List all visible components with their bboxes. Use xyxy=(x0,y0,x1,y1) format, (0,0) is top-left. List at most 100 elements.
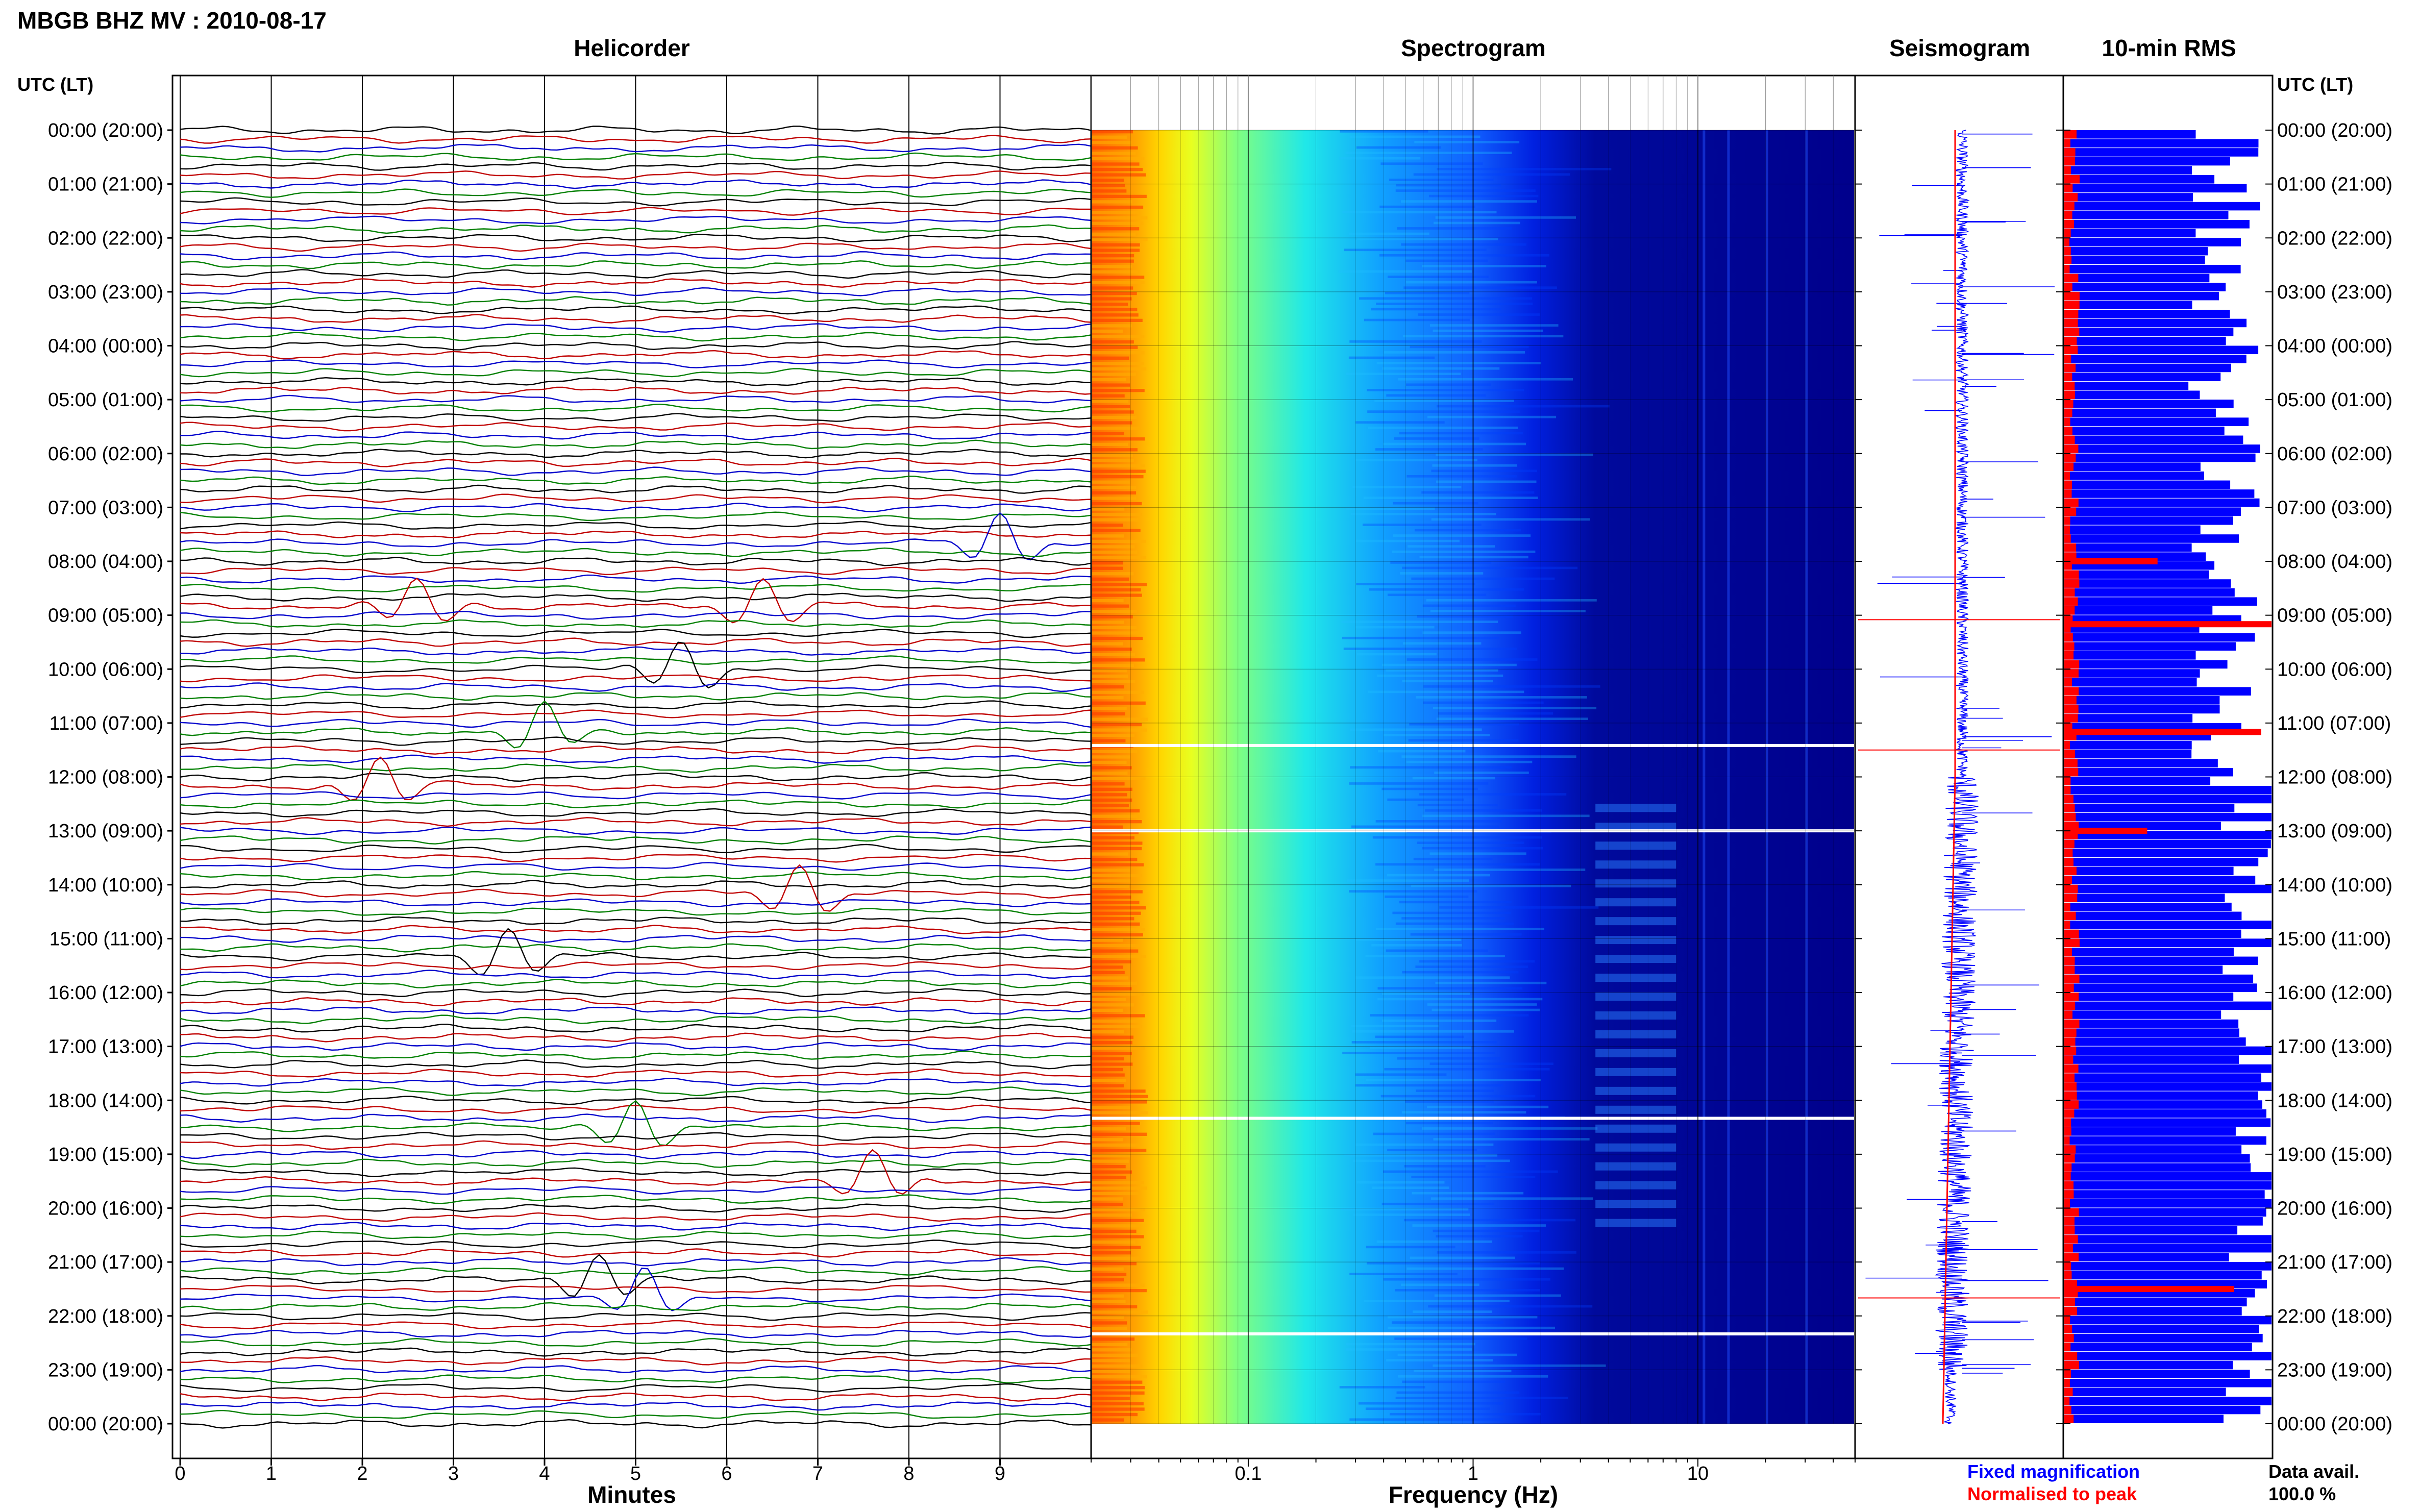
spectrogram-speckle xyxy=(1355,976,1510,979)
rms-bar-fixed xyxy=(2064,1181,2272,1190)
rms-bar-normalised xyxy=(2064,597,2078,606)
spectrogram-streak xyxy=(1092,1288,1147,1293)
rms-bar-fixed xyxy=(2064,902,2232,911)
spectrogram-speckle xyxy=(1405,1122,1493,1125)
spectrogram-streak xyxy=(1092,674,1128,678)
spectrogram-streak xyxy=(1092,286,1133,290)
spectrogram-streak xyxy=(1092,874,1143,877)
rms-bar-normalised xyxy=(2064,256,2072,265)
helicorder-trace xyxy=(180,179,1092,189)
rms-bar-normalised xyxy=(2064,741,2070,750)
rms-bar-fixed xyxy=(2064,1028,2239,1037)
helicorder-trace xyxy=(180,251,1092,261)
frequency-streak xyxy=(1702,130,1706,1424)
time-label-right: 15:00 (11:00) xyxy=(2277,928,2391,950)
spectrogram-streak xyxy=(1092,1375,1147,1379)
utc-right-label: UTC (LT) xyxy=(2277,74,2353,95)
spectrogram-streak xyxy=(1092,329,1123,333)
spectrogram-speckle xyxy=(1383,1170,1558,1173)
spectrogram-streak xyxy=(1092,265,1132,268)
rms-bar-normalised xyxy=(2064,525,2070,534)
spectrogram-speckle xyxy=(1381,1202,1495,1205)
helicorder-trace xyxy=(180,1096,1092,1105)
spectrogram-streak xyxy=(1092,184,1125,187)
spectrogram-speckle xyxy=(1436,1235,1523,1238)
spectrogram-streak xyxy=(1092,141,1132,144)
spectrogram-streak xyxy=(1092,804,1129,807)
rms-bar-fixed xyxy=(2064,444,2260,453)
spectrogram-speckle xyxy=(1422,1127,1598,1130)
rms-bar-normalised xyxy=(2064,1145,2076,1154)
spectrogram-streak xyxy=(1092,1165,1126,1169)
time-label-left: 08:00 (04:00) xyxy=(48,551,163,573)
spectrogram-streak xyxy=(1092,1283,1145,1287)
spectrogram-speckle xyxy=(1402,1380,1505,1383)
helicorder-trace xyxy=(180,1077,1092,1087)
spectrogram-streak xyxy=(1092,631,1142,635)
rms-bar-normalised xyxy=(2064,993,2079,1001)
spectrogram-streak xyxy=(1092,690,1144,694)
spectrogram-speckle xyxy=(1409,723,1519,726)
rms-bar-normalised xyxy=(2064,1046,2077,1055)
spectrogram-streak xyxy=(1092,1251,1131,1255)
spectrogram-speckle xyxy=(1410,345,1529,349)
spectrogram-streak xyxy=(1092,221,1144,225)
spectrogram-speckle xyxy=(1384,351,1525,354)
rms-bar-fixed xyxy=(2064,938,2272,947)
spectrogram-speckle xyxy=(1429,852,1526,855)
helicorder-trace xyxy=(180,1266,1092,1276)
rms-bar-peak xyxy=(2064,729,2261,735)
spectrogram-streak xyxy=(1092,1386,1145,1390)
spectrogram-streak xyxy=(1092,448,1138,452)
rms-bar-normalised xyxy=(2064,696,2077,705)
spectrogram-speckle xyxy=(1349,1418,1503,1421)
spectrogram-speckle xyxy=(1351,1025,1439,1028)
time-label-right: 10:00 (06:00) xyxy=(2277,659,2392,680)
rms-bar-fixed xyxy=(2064,516,2233,525)
spectrogram-speckle xyxy=(1433,1229,1540,1232)
helicorder-tick-label: 4 xyxy=(539,1463,550,1484)
helicorder-trace xyxy=(180,577,1092,624)
spectrogram-speckle xyxy=(1359,297,1533,300)
spectrogram-speckle xyxy=(1428,1305,1593,1308)
spectrogram-speckle xyxy=(1396,184,1501,187)
spectrogram-streak xyxy=(1092,1213,1132,1217)
rms-bar-normalised xyxy=(2064,759,2078,767)
rms-bar-fixed xyxy=(2064,1163,2251,1172)
spectrogram-streak xyxy=(1092,906,1146,910)
helicorder-trace xyxy=(180,1392,1092,1402)
spectrogram-streak xyxy=(1092,1391,1145,1395)
spectrogram-streak xyxy=(1092,717,1148,721)
helicorder-trace xyxy=(180,260,1092,269)
rms-bar-normalised xyxy=(2064,318,2078,328)
rms-bar-fixed xyxy=(2064,363,2232,373)
spectrogram-speckle xyxy=(1422,265,1546,267)
helicorder-trace xyxy=(180,574,1092,584)
rms-bar-normalised xyxy=(2064,435,2075,444)
helicorder-trace xyxy=(180,655,1092,665)
spectrogram-speckle xyxy=(1405,1100,1494,1103)
spectrogram-streak xyxy=(1092,1412,1138,1417)
helicorder-trace xyxy=(180,1240,1092,1249)
spectrogram-speckle xyxy=(1427,1003,1537,1006)
rms-bar-fixed xyxy=(2064,1378,2272,1387)
helicorder-trace xyxy=(180,242,1092,252)
spectrogram-streak xyxy=(1092,1343,1128,1346)
helicorder-trace xyxy=(180,691,1092,701)
rms-bar-fixed xyxy=(2064,1208,2266,1217)
spectrogram-speckle xyxy=(1349,1273,1458,1276)
spectrogram-streak xyxy=(1092,313,1139,317)
rms-bar-fixed xyxy=(2064,974,2254,983)
spectrogram-speckle xyxy=(1392,1321,1504,1324)
helicorder-trace xyxy=(180,1149,1092,1195)
rms-bar-normalised xyxy=(2064,1244,2074,1253)
rms-bar-fixed xyxy=(2064,1073,2261,1082)
rms-bar-fixed xyxy=(2064,1271,2262,1280)
helicorder-trace xyxy=(180,1113,1092,1123)
spectrogram-speckle xyxy=(1364,1300,1510,1302)
helicorder-trace xyxy=(180,152,1092,161)
helicorder-trace xyxy=(180,1104,1092,1114)
spectrogram-streak xyxy=(1092,243,1140,247)
spectrogram-speckle xyxy=(1377,674,1503,677)
spectrogram-speckle xyxy=(1401,917,1505,920)
